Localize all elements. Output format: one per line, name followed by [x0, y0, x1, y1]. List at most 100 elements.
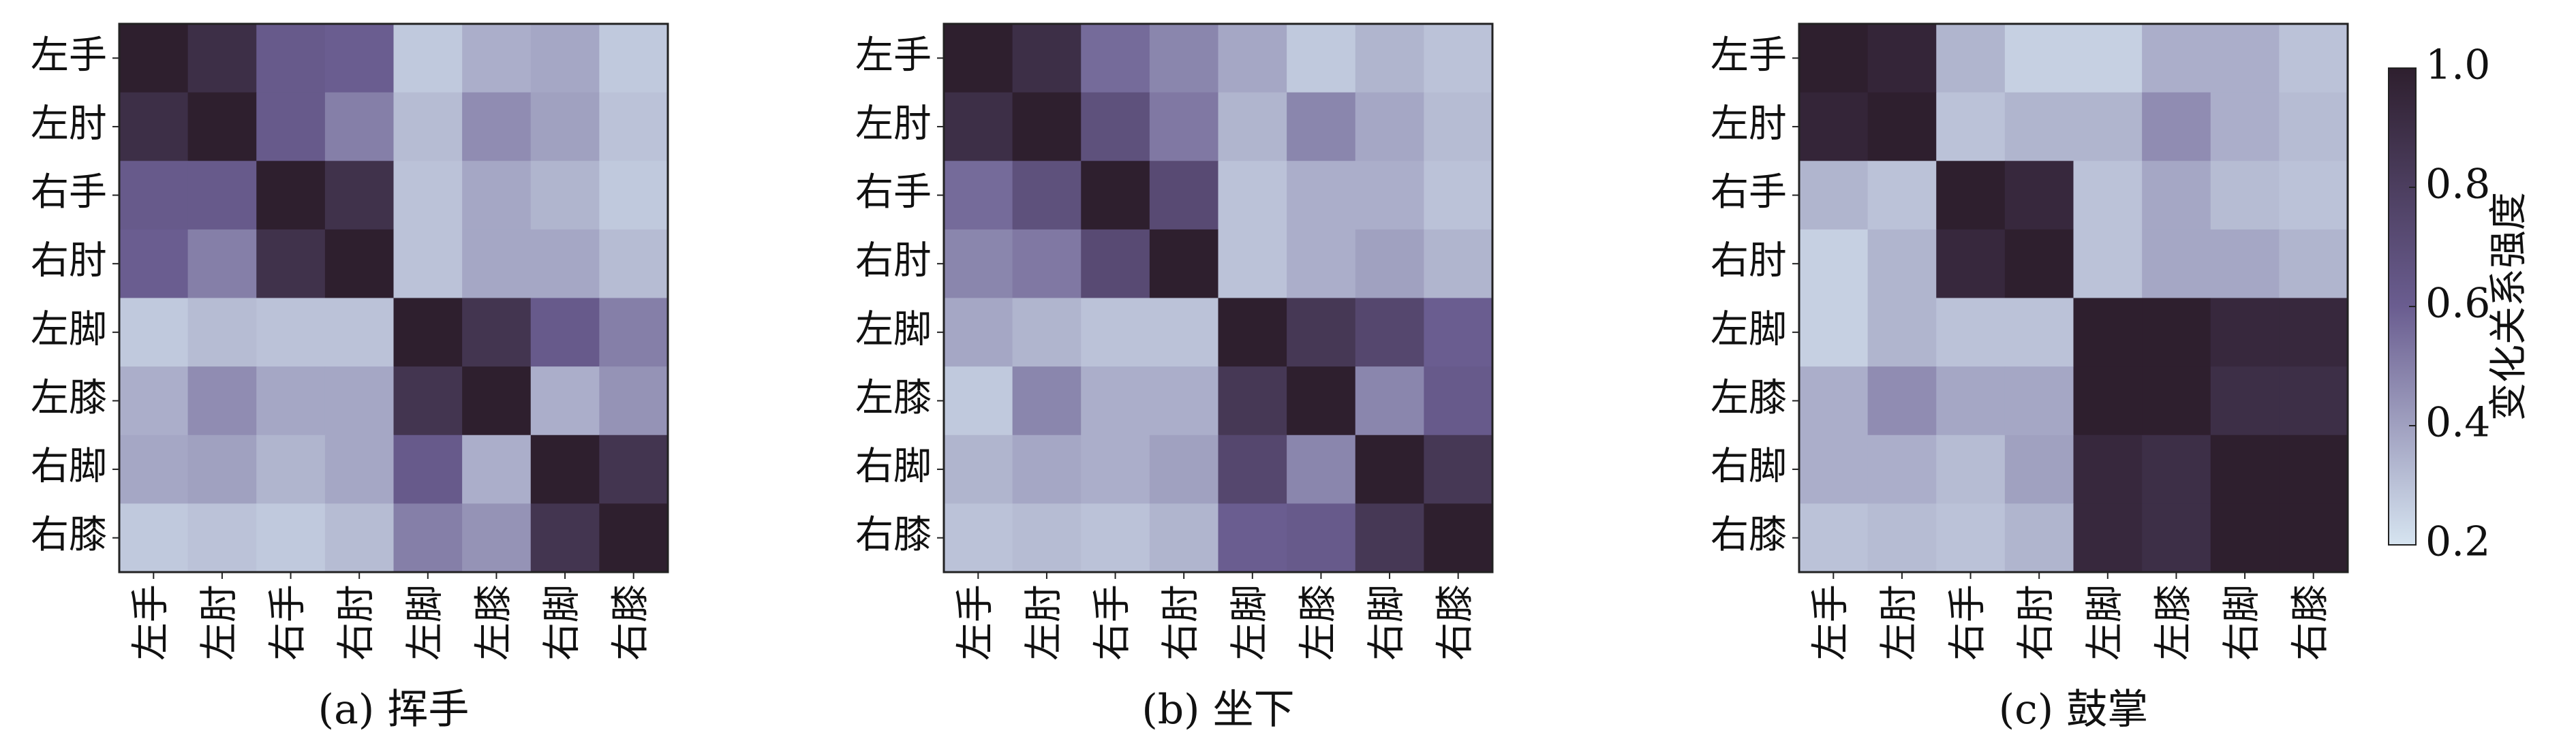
- heatmap-cell-5-1: [1012, 366, 1082, 436]
- heatmap-cell-5-6: [2210, 366, 2280, 436]
- heatmap-cell-4-3: [324, 298, 395, 367]
- heatmap-cell-6-7: [599, 435, 669, 504]
- col-label: 左膝: [1296, 584, 1340, 661]
- heatmap-frame: [118, 22, 669, 573]
- row-label: 左膝: [31, 376, 107, 420]
- heatmap-cell-3-3: [2004, 229, 2074, 299]
- row-label: 右肘: [1711, 239, 1787, 283]
- heatmap-cell-6-0: [944, 435, 1013, 504]
- heatmap-cell-1-1: [187, 92, 257, 161]
- heatmap-cell-2-1: [1012, 161, 1082, 230]
- heatmap-cell-3-2: [256, 229, 326, 299]
- row-label: 左脚: [31, 307, 107, 351]
- heatmap-cell-3-1: [1867, 229, 1937, 299]
- heatmap-cell-6-2: [1081, 435, 1150, 504]
- heatmap-cell-3-6: [530, 229, 600, 299]
- heatmap-cell-3-7: [599, 229, 669, 299]
- heatmap-cell-5-4: [2073, 366, 2143, 436]
- heatmap-cell-2-2: [1936, 161, 2006, 230]
- heatmap-cell-7-1: [1867, 503, 1937, 573]
- colorbar-tick-label: 0.6: [2425, 280, 2490, 328]
- heatmap-cell-3-3: [1149, 229, 1219, 299]
- row-label: 右手: [31, 170, 107, 215]
- heatmap-cell-0-4: [393, 24, 463, 93]
- heatmap-cell-1-5: [2142, 92, 2211, 161]
- heatmap-cell-5-3: [324, 366, 395, 436]
- heatmap-cell-1-4: [2073, 92, 2143, 161]
- heatmap-cell-7-0: [119, 503, 189, 573]
- heatmap-cell-6-1: [1012, 435, 1082, 504]
- heatmap-cell-3-0: [944, 229, 1013, 299]
- heatmap-cell-4-4: [1218, 298, 1287, 367]
- col-label: 右肘: [1159, 584, 1203, 661]
- heatmap-cell-1-7: [599, 92, 669, 161]
- heatmap-cell-2-4: [393, 161, 463, 230]
- col-label: 左膝: [2151, 584, 2196, 661]
- heatmap-cell-0-1: [1867, 24, 1937, 93]
- heatmap-cell-1-0: [1799, 92, 1869, 161]
- heatmap-cell-2-2: [256, 161, 326, 230]
- heatmap-cell-1-6: [1355, 92, 1424, 161]
- heatmap-cell-3-0: [1799, 229, 1869, 299]
- heatmap-cell-0-3: [324, 24, 395, 93]
- heatmap-cell-5-4: [393, 366, 463, 436]
- heatmap-cell-4-3: [1149, 298, 1219, 367]
- col-label: 右脚: [1365, 584, 1409, 661]
- heatmap-cell-6-0: [1799, 435, 1869, 504]
- heatmap-cell-5-3: [2004, 366, 2074, 436]
- row-label: 右手: [855, 170, 932, 215]
- heatmap-cell-2-4: [2073, 161, 2143, 230]
- heatmap-cell-0-2: [1081, 24, 1150, 93]
- heatmap-cell-3-4: [2073, 229, 2143, 299]
- heatmap-cell-7-7: [1424, 503, 1493, 573]
- heatmap-cell-2-0: [119, 161, 189, 230]
- heatmap-cell-6-0: [119, 435, 189, 504]
- heatmap-cell-4-0: [1799, 298, 1869, 367]
- col-label: 右脚: [2220, 584, 2265, 661]
- heatmap-cell-5-2: [1936, 366, 2006, 436]
- heatmap-cell-2-6: [2210, 161, 2280, 230]
- row-label: 右脚: [855, 445, 932, 489]
- colorbar-tick-label: 0.4: [2425, 399, 2490, 447]
- heatmap-cell-6-7: [1424, 435, 1493, 504]
- row-label: 右肘: [855, 239, 932, 283]
- heatmap-cell-4-3: [2004, 298, 2074, 367]
- heatmap-cell-5-5: [2142, 366, 2211, 436]
- heatmap-cell-4-0: [119, 298, 189, 367]
- heatmap-cell-1-2: [256, 92, 326, 161]
- heatmap-cell-0-3: [2004, 24, 2074, 93]
- heatmap-cell-7-7: [599, 503, 669, 573]
- heatmap-cell-7-2: [256, 503, 326, 573]
- row-label: 左手: [855, 33, 932, 78]
- heatmap-cell-1-6: [2210, 92, 2280, 161]
- heatmap-cell-3-4: [1218, 229, 1287, 299]
- heatmap-cell-7-0: [944, 503, 1013, 573]
- heatmap-cell-0-7: [2279, 24, 2348, 93]
- row-label: 左手: [1711, 33, 1787, 78]
- heatmap-cell-4-7: [2279, 298, 2348, 367]
- heatmap-cell-7-1: [1012, 503, 1082, 573]
- heatmap-cell-7-6: [530, 503, 600, 573]
- heatmap-cell-2-1: [1867, 161, 1937, 230]
- heatmap-cell-6-3: [1149, 435, 1219, 504]
- heatmap-cell-5-0: [944, 366, 1013, 436]
- heatmap-cell-0-5: [2142, 24, 2211, 93]
- row-label: 左肘: [855, 101, 932, 146]
- heatmap-cell-0-6: [530, 24, 600, 93]
- heatmap-cell-4-2: [1081, 298, 1150, 367]
- colorbar-tick-label: 0.8: [2425, 161, 2490, 208]
- heatmap-cell-5-7: [599, 366, 669, 436]
- heatmap-cell-5-4: [1218, 366, 1287, 436]
- heatmap-cell-1-3: [2004, 92, 2074, 161]
- heatmap-cell-3-7: [1424, 229, 1493, 299]
- heatmap-cell-4-4: [2073, 298, 2143, 367]
- row-label: 右膝: [31, 513, 107, 557]
- col-label: 左脚: [2083, 584, 2127, 661]
- heatmap-cell-7-4: [1218, 503, 1287, 573]
- heatmap-cell-3-1: [1012, 229, 1082, 299]
- heatmap-cell-5-2: [1081, 366, 1150, 436]
- heatmap-cell-1-5: [1287, 92, 1356, 161]
- heatmap-cell-6-6: [1355, 435, 1424, 504]
